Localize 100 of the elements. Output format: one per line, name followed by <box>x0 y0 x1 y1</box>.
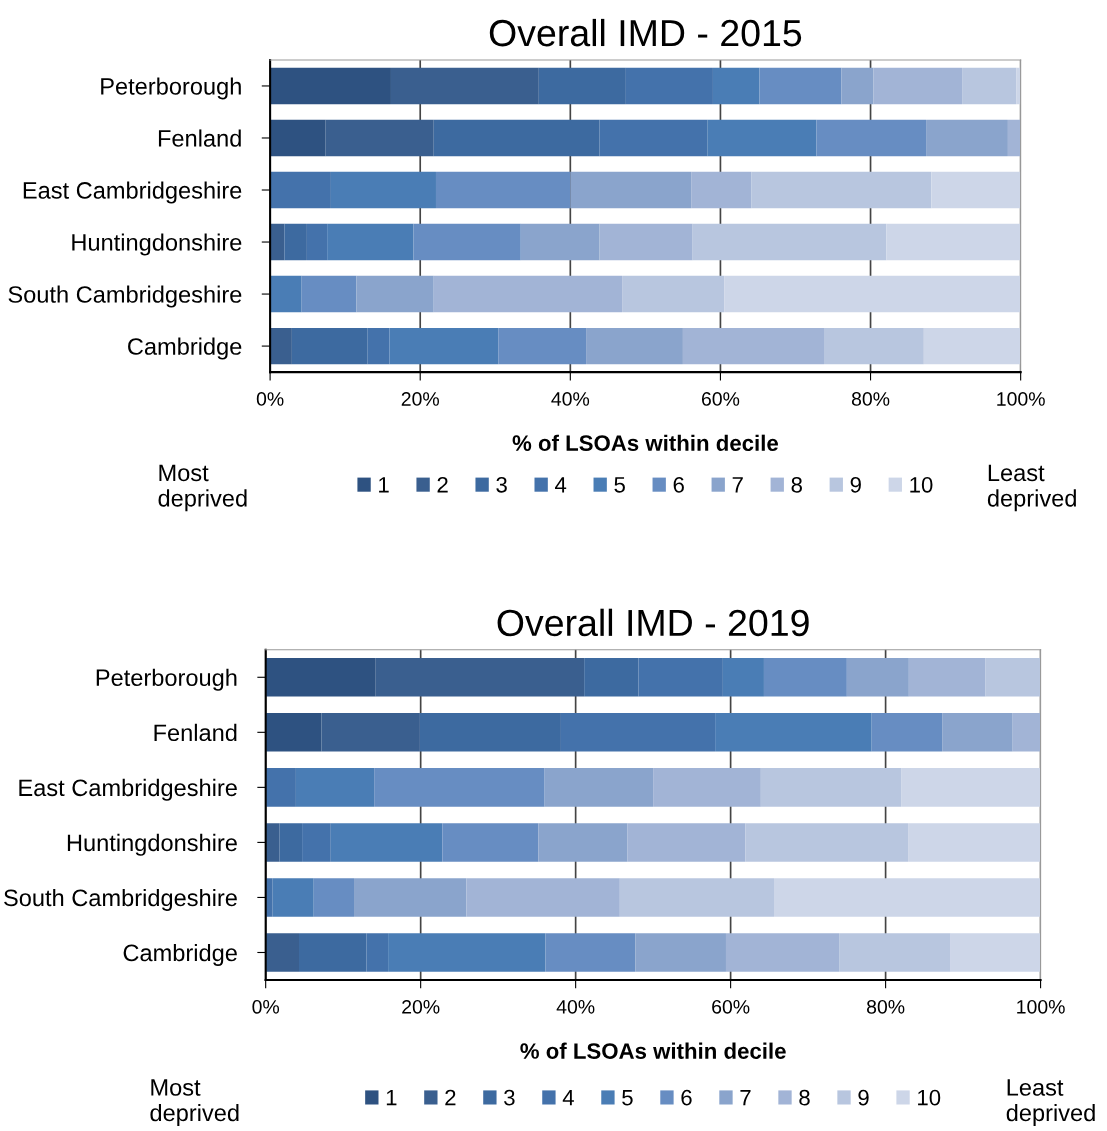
bar <box>724 275 1021 313</box>
x-tick-label: 40% <box>556 999 595 1014</box>
legend-label: 2 <box>445 1089 456 1106</box>
bar <box>374 768 545 807</box>
x-tick-label: 100% <box>997 392 1045 406</box>
bar <box>950 933 1041 972</box>
bar <box>544 768 654 807</box>
x-tick-label: 60% <box>712 999 750 1014</box>
bar <box>871 713 943 752</box>
legend-label: 5 <box>622 1090 633 1106</box>
bar <box>908 658 986 697</box>
bar <box>270 119 326 157</box>
bar <box>270 67 391 105</box>
bar <box>413 223 521 261</box>
legend-label: 7 <box>740 1090 751 1106</box>
y-tick-label: Fenland <box>154 723 237 742</box>
legend-label: 4 <box>562 1090 574 1106</box>
y-tick-label: Cambridge <box>123 943 237 966</box>
bar <box>570 171 692 209</box>
bar <box>466 878 620 917</box>
bar <box>435 171 571 209</box>
bar <box>442 823 539 862</box>
legend-label: 9 <box>850 476 861 493</box>
bar <box>520 223 600 261</box>
bar <box>265 713 322 752</box>
bar <box>923 327 1021 365</box>
y-tick-label: East Cambridgeshire <box>23 181 242 204</box>
bar <box>545 933 636 972</box>
bar <box>538 823 628 862</box>
bar <box>886 223 1021 261</box>
x-tick-label: 20% <box>402 999 440 1014</box>
x-axis-title: % of LSOAs within decile <box>520 1042 786 1059</box>
bar <box>682 327 825 365</box>
bar <box>824 327 924 365</box>
legend-label: 8 <box>791 476 802 493</box>
bar <box>265 658 376 697</box>
legend-label: 5 <box>614 477 625 493</box>
bar <box>321 713 420 752</box>
bar <box>375 658 585 697</box>
bar <box>325 119 434 157</box>
bar <box>265 933 299 972</box>
bar <box>774 878 1041 917</box>
bar <box>356 275 434 313</box>
bar <box>270 223 285 261</box>
bar <box>692 223 887 261</box>
bar <box>760 768 902 807</box>
bar <box>627 823 746 862</box>
x-tick-label: 80% <box>866 999 905 1014</box>
bar <box>759 67 842 105</box>
bar <box>653 768 761 807</box>
bar <box>962 67 1017 105</box>
bar <box>763 658 847 697</box>
bar <box>691 171 752 209</box>
chart-title: Overall IMD - 2015 <box>489 18 802 47</box>
legend-label: 8 <box>799 1089 810 1106</box>
bar <box>599 223 693 261</box>
bar <box>841 67 874 105</box>
bar <box>942 713 1013 752</box>
y-tick-label: Fenland <box>158 129 241 147</box>
bar <box>985 658 1041 697</box>
y-tick-label: Peterborough <box>96 668 237 691</box>
text: Most deprived <box>150 1079 239 1126</box>
x-tick-label: 60% <box>701 392 740 406</box>
y-tick-label: South Cambridgeshire <box>4 888 237 911</box>
bar <box>354 878 467 917</box>
bar <box>725 933 840 972</box>
legend-label: 6 <box>673 476 684 493</box>
legend-label: 6 <box>681 1089 692 1106</box>
legend-label: 3 <box>504 1089 515 1106</box>
x-tick-label: 80% <box>851 392 890 406</box>
chart-title: Overall IMD - 2019 <box>497 608 809 637</box>
bar <box>839 933 951 972</box>
legend-label: 9 <box>858 1089 869 1106</box>
bar <box>265 823 280 862</box>
y-tick-label: East Cambridgeshire <box>19 778 237 801</box>
bar <box>433 275 623 313</box>
y-tick-label: Cambridge <box>128 337 242 360</box>
bar <box>270 327 292 365</box>
bar <box>751 171 932 209</box>
x-tick-label: 40% <box>551 392 590 406</box>
bar <box>873 67 963 105</box>
text: Least deprived <box>987 464 1076 512</box>
y-tick-label: Huntingdonshire <box>67 833 237 856</box>
bar <box>635 933 726 972</box>
bar <box>622 275 725 313</box>
y-tick-label: Huntingdonshire <box>72 233 242 256</box>
bar <box>1007 119 1021 157</box>
bar <box>846 658 909 697</box>
bar <box>901 768 1041 807</box>
bar <box>745 823 909 862</box>
bar <box>301 275 357 313</box>
bar <box>931 171 1021 209</box>
x-tick-label: 20% <box>401 392 439 406</box>
legend-label: 10 <box>918 1089 941 1106</box>
bar <box>926 119 1008 157</box>
y-tick-label: South Cambridgeshire <box>8 285 242 308</box>
bar <box>270 275 302 313</box>
bar <box>586 327 683 365</box>
bar <box>1012 713 1041 752</box>
x-tick-label: 0% <box>252 999 280 1014</box>
